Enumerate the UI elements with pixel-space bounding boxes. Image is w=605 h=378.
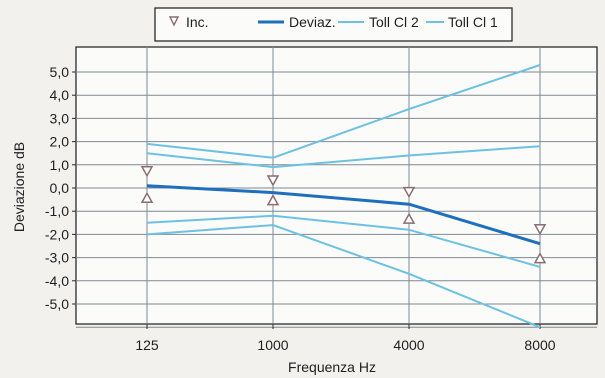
x-axis-ticks: 125 1000 4000 8000: [135, 324, 556, 353]
legend-item-toll-cl-1: Toll Cl 1: [426, 14, 498, 30]
y-tick-label: -5,0: [45, 296, 69, 312]
y-tick-label: -4,0: [45, 273, 69, 289]
y-tick-label: 3,0: [50, 110, 70, 126]
x-tick-label: 4000: [393, 337, 424, 353]
series-lines: [146, 64, 541, 329]
y-axis-ticks: 5,0 4,0 3,0 2,0 1,0 0,0 -1,0 -2,0 -3,0 -4,0 -5,0: [45, 64, 76, 312]
legend-label-inc: Inc.: [186, 14, 209, 30]
inc-marker-down: [266, 175, 280, 187]
inc-markers: [140, 166, 547, 264]
inc-marker-up: [266, 194, 280, 206]
x-tick-label: 8000: [524, 337, 555, 353]
inc-marker-down: [533, 224, 547, 236]
inc-marker-up: [140, 191, 154, 204]
gridlines: [76, 47, 597, 328]
inc-marker-up: [402, 212, 416, 224]
series-line-tolerance: [146, 214, 541, 268]
y-tick-label: 5,0: [50, 64, 70, 80]
y-tick-label: 2,0: [50, 134, 70, 150]
legend-item-toll-cl-2: Toll Cl 2: [338, 14, 419, 30]
legend-label-toll-cl-2: Toll Cl 2: [369, 14, 419, 30]
y-tick-label: -2,0: [45, 226, 69, 242]
legend: Inc. Deviaz. Toll Cl 2 Toll Cl 1: [154, 7, 513, 42]
inc-marker-down: [140, 166, 154, 178]
legend-item-inc: Inc.: [168, 14, 209, 30]
x-tick-label: 125: [135, 337, 159, 353]
series-line-tolerance: [146, 64, 541, 159]
series-line-tolerance: [146, 224, 541, 329]
series-line-tolerance: [146, 145, 541, 169]
x-axis-label: Frequenza Hz: [288, 359, 376, 375]
y-tick-label: 0,0: [50, 180, 70, 196]
inc-marker-down: [402, 186, 416, 199]
x-tick-label: 1000: [257, 337, 288, 353]
legend-label-deviaz: Deviaz.: [289, 14, 336, 30]
y-tick-label: -3,0: [45, 250, 69, 266]
inc-marker-up: [533, 252, 547, 264]
legend-item-deviaz: Deviaz.: [258, 14, 336, 30]
legend-label-toll-cl-1: Toll Cl 1: [448, 14, 498, 30]
y-axis-label: Deviazione dB: [11, 142, 27, 232]
series-line-deviaz: [146, 184, 541, 246]
triangle-down-icon: [168, 16, 180, 27]
y-tick-label: 4,0: [50, 87, 70, 103]
y-tick-label: -1,0: [45, 203, 69, 219]
y-tick-label: 1,0: [50, 157, 70, 173]
